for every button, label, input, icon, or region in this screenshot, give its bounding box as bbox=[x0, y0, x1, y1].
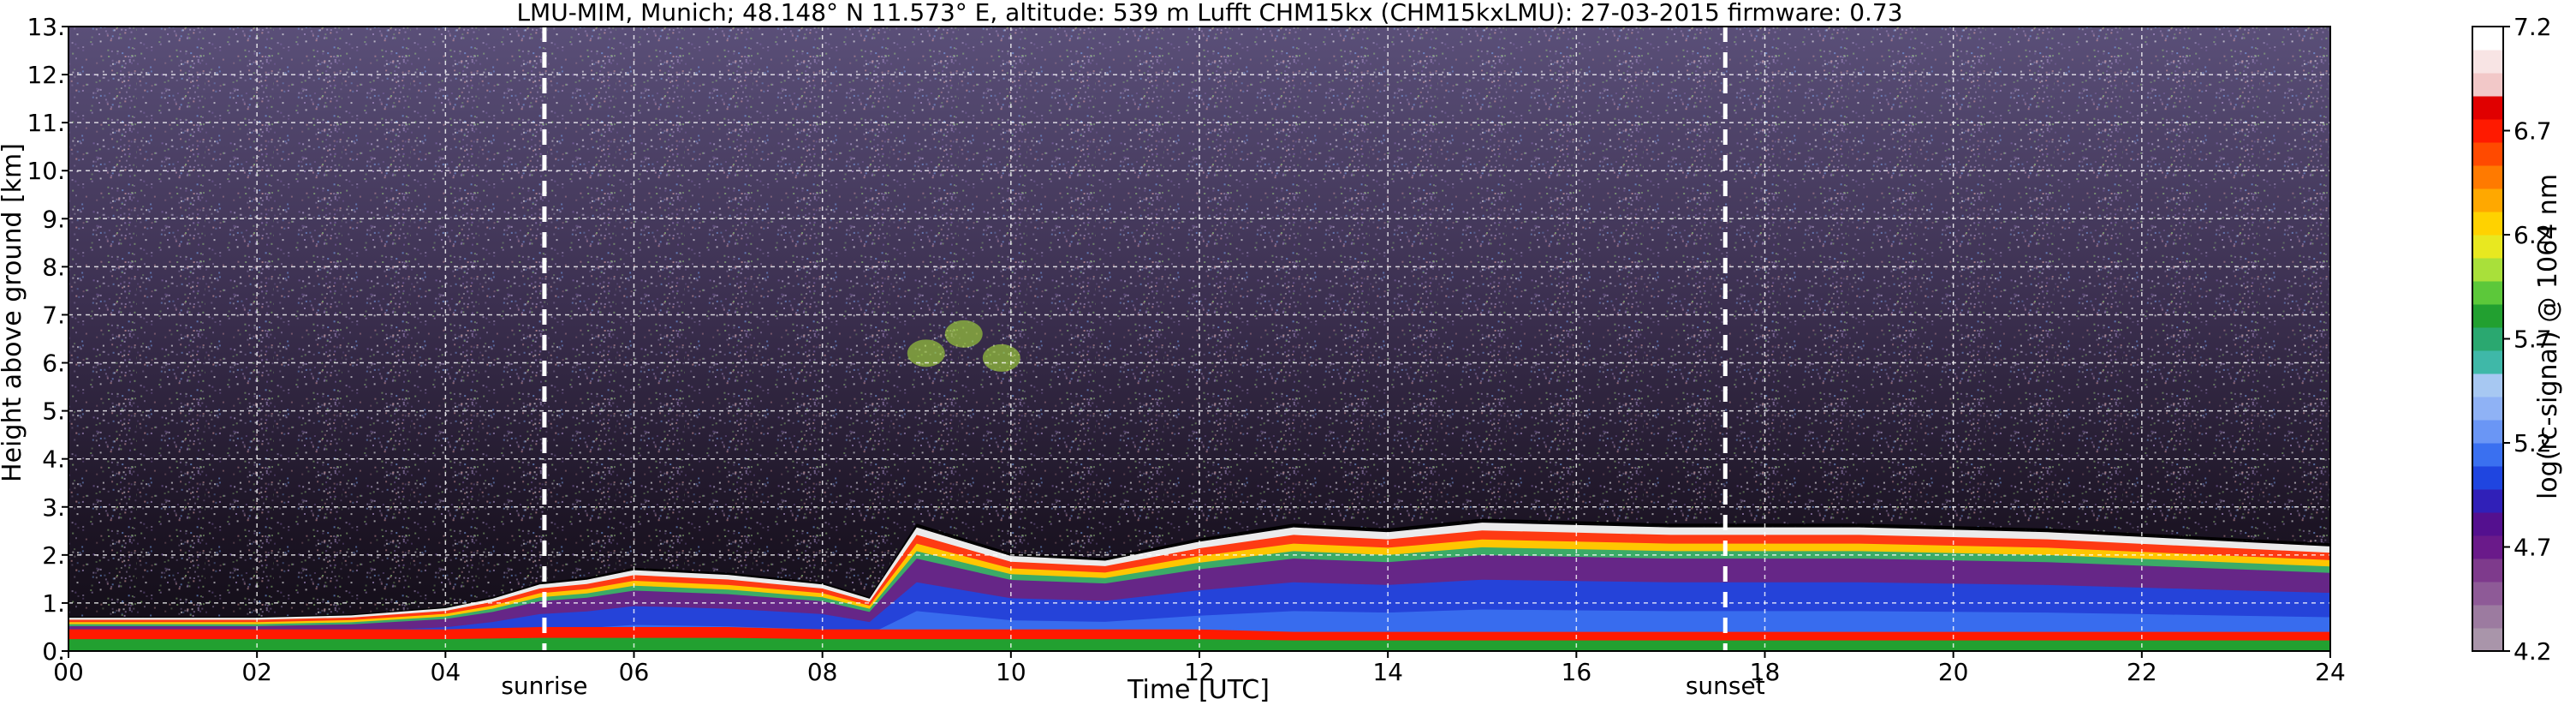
y-tick-label: 8. bbox=[42, 253, 65, 281]
x-axis-label: Time [UTC] bbox=[1127, 675, 1270, 705]
plot-area bbox=[68, 26, 2331, 652]
colorbar-segment bbox=[2472, 489, 2503, 513]
colorbar-tick-label: 6.7 bbox=[2514, 117, 2552, 146]
colorbar-tick-label: 4.2 bbox=[2514, 637, 2552, 666]
x-tick-label: 16 bbox=[1562, 658, 1592, 686]
y-tick-label: 5. bbox=[42, 397, 65, 426]
y-tick-label: 0. bbox=[42, 637, 65, 666]
colorbar-label: log(rc-signal) @ 1064 nm bbox=[2533, 174, 2563, 499]
sun-event-labels: sunrise sunset bbox=[501, 672, 1764, 700]
colorbar-tick-label: 5.7 bbox=[2514, 326, 2552, 354]
y-tick-label: 2. bbox=[42, 541, 65, 570]
colorbar-segment bbox=[2472, 258, 2503, 282]
x-axis-ticks: 00 02 04 06 08 10 12 14 16 18 20 22 24 bbox=[53, 651, 2346, 686]
colorbar-segment bbox=[2472, 397, 2503, 421]
colorbar-segment bbox=[2472, 142, 2503, 166]
colorbar-segment bbox=[2472, 443, 2503, 467]
colorbar-tick-label: 6.2 bbox=[2514, 221, 2552, 249]
x-tick-label: 06 bbox=[619, 658, 650, 686]
colorbar-segment bbox=[2472, 188, 2503, 212]
colorbar-segment bbox=[2472, 350, 2503, 374]
x-tick-label: 08 bbox=[807, 658, 838, 686]
cloud-patch bbox=[982, 344, 1020, 372]
colorbar bbox=[2472, 26, 2504, 652]
colorbar-segment bbox=[2472, 50, 2503, 74]
y-tick-label: 9. bbox=[42, 205, 65, 233]
colorbar-segment bbox=[2472, 73, 2503, 97]
x-tick-label: 10 bbox=[996, 658, 1026, 686]
x-tick-label: 24 bbox=[2315, 658, 2346, 686]
colorbar-segment bbox=[2472, 327, 2503, 351]
y-tick-label: 12. bbox=[27, 61, 65, 89]
y-tick-label: 6. bbox=[42, 350, 65, 378]
y-tick-label: 10. bbox=[27, 157, 65, 185]
y-tick-label: 7. bbox=[42, 301, 65, 329]
sunrise-label: sunrise bbox=[501, 672, 587, 700]
cloud-patch bbox=[944, 320, 983, 348]
chart-title: LMU-MIM, Munich; 48.148° N 11.573° E, al… bbox=[516, 0, 1902, 27]
colorbar-segment bbox=[2472, 466, 2503, 490]
colorbar-segment bbox=[2472, 96, 2503, 120]
colorbar-segment bbox=[2472, 628, 2503, 652]
colorbar-segment bbox=[2472, 165, 2503, 189]
x-tick-label: 04 bbox=[431, 658, 461, 686]
colorbar-segment bbox=[2472, 559, 2503, 583]
colorbar-segment bbox=[2472, 420, 2503, 444]
sun-event-lines bbox=[542, 27, 1728, 651]
y-axis-label: Height above ground [km] bbox=[0, 143, 27, 482]
x-tick-label: 02 bbox=[241, 658, 272, 686]
y-tick-label: 11. bbox=[27, 109, 65, 137]
colorbar-segment bbox=[2472, 535, 2503, 559]
x-tick-label: 20 bbox=[1938, 658, 1969, 686]
colorbar-segment bbox=[2472, 373, 2503, 397]
x-tick-label: 14 bbox=[1372, 658, 1403, 686]
x-tick-label: 00 bbox=[53, 658, 84, 686]
colorbar-segment bbox=[2472, 27, 2503, 51]
colorbar-tick-label: 7.2 bbox=[2514, 13, 2552, 41]
cloud-patch bbox=[907, 339, 945, 367]
sunset-label: sunset bbox=[1686, 672, 1765, 700]
colorbar-segment bbox=[2472, 235, 2503, 259]
x-tick-label: 18 bbox=[1750, 658, 1781, 686]
colorbar-segment bbox=[2472, 605, 2503, 629]
colorbar-segment bbox=[2472, 119, 2503, 143]
y-tick-label: 13. bbox=[27, 13, 65, 41]
y-axis-ticks: 0. 1. 2. 3. 4. 5. 6. 7. 8. 9. 10. 11. 12. 13. bbox=[27, 13, 68, 666]
y-tick-label: 3. bbox=[42, 493, 65, 522]
y-tick-label: 1. bbox=[42, 589, 65, 618]
colorbar-segment bbox=[2472, 212, 2503, 236]
colorbar-segment bbox=[2472, 281, 2503, 305]
colorbar-segment bbox=[2472, 512, 2503, 536]
x-tick-label: 12 bbox=[1184, 658, 1215, 686]
colorbar-segment bbox=[2472, 582, 2503, 606]
colorbar-tick-label: 5.2 bbox=[2514, 429, 2552, 457]
colorbar-ticks: 4.2 4.7 5.2 5.7 6.2 6.7 7.2 bbox=[2503, 13, 2552, 666]
x-tick-label: 22 bbox=[2127, 658, 2157, 686]
colorbar-tick-label: 4.7 bbox=[2514, 534, 2552, 562]
y-tick-label: 4. bbox=[42, 445, 65, 474]
colorbar-segment bbox=[2472, 304, 2503, 328]
